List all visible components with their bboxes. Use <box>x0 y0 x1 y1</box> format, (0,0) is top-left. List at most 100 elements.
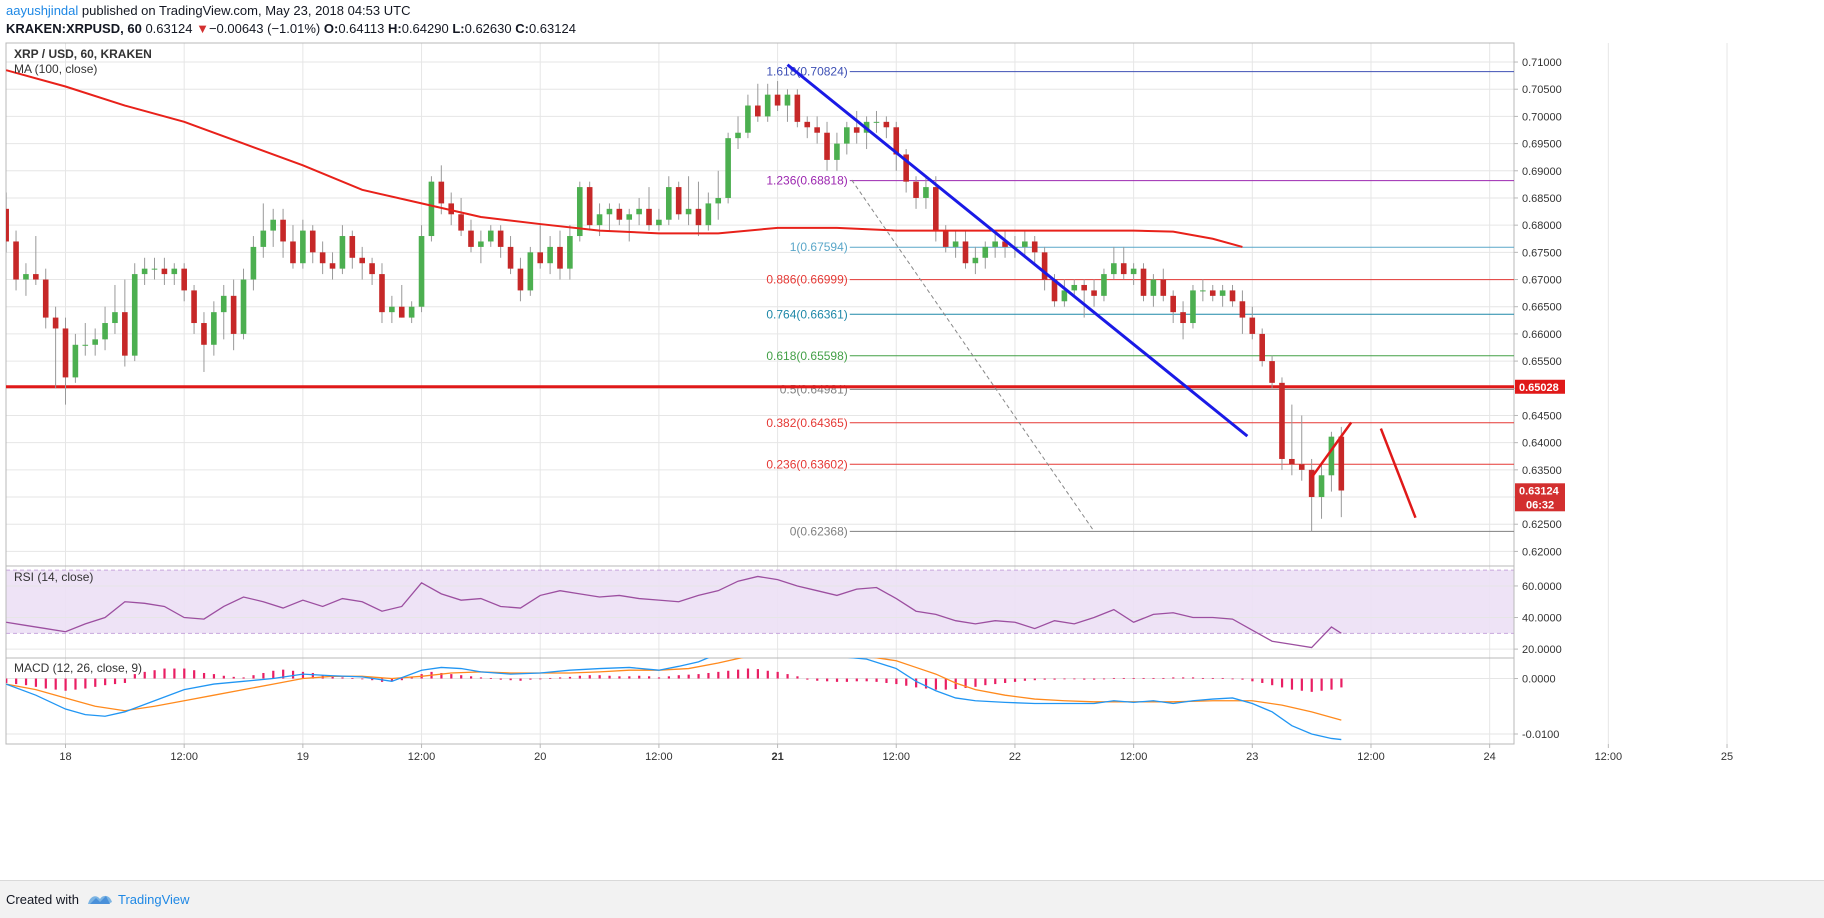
candle <box>1180 301 1186 340</box>
macd-histogram-bar <box>291 670 295 679</box>
price-tick-label: 0.68500 <box>1522 193 1562 205</box>
candle <box>458 197 464 237</box>
candle-body-up <box>844 127 850 144</box>
macd-histogram-bar <box>806 678 809 680</box>
support-price-label: 0.65028 <box>1519 382 1559 394</box>
candle <box>1091 279 1097 307</box>
macd-histogram-bar <box>1004 678 1007 683</box>
candle <box>339 225 346 275</box>
macd-histogram-bar <box>242 677 245 679</box>
fib-level-label: 0.886(0.66999) <box>766 273 847 287</box>
macd-histogram-bar <box>1063 678 1066 680</box>
candle-body-down <box>794 94 801 122</box>
macd-histogram-bar <box>1201 677 1205 679</box>
candle <box>853 110 860 144</box>
macd-histogram-bar <box>915 678 918 688</box>
macd-tick-label: -0.0100 <box>1522 729 1559 741</box>
macd-histogram-bar <box>1310 678 1313 692</box>
candle <box>665 176 672 226</box>
macd-histogram-bar <box>232 676 235 679</box>
price-tick-label: 0.62000 <box>1522 546 1562 558</box>
candle-body-up <box>141 268 148 275</box>
candle-body-up <box>735 132 741 139</box>
candle <box>656 208 662 231</box>
macd-histogram-bar <box>1033 678 1036 681</box>
candle-body-down <box>537 252 544 264</box>
macd-histogram-bar <box>1053 678 1056 680</box>
low-value: 0.62630 <box>464 21 512 36</box>
tradingview-brand-link[interactable]: TradingView <box>118 892 190 907</box>
macd-histogram-bar <box>865 678 868 682</box>
price-tick-label: 0.62500 <box>1522 519 1562 531</box>
candle <box>438 165 445 215</box>
candle <box>230 279 237 351</box>
macd-histogram-bar <box>1083 678 1086 680</box>
macd-histogram-bar <box>133 674 136 679</box>
candle <box>1219 284 1226 307</box>
macd-histogram-bar <box>786 674 789 679</box>
macd-histogram-bar <box>717 671 720 679</box>
macd-histogram-bar <box>796 676 799 679</box>
candle-body-down <box>1338 436 1345 491</box>
candle-body-down <box>853 127 860 133</box>
candle <box>1279 377 1285 470</box>
macd-histogram-bar <box>252 675 255 679</box>
macd-histogram-bar <box>1013 678 1017 682</box>
candle-body-up <box>725 138 731 198</box>
macd-histogram-bar <box>212 674 216 679</box>
candle-body-down <box>903 154 909 182</box>
candle-body-down <box>962 241 969 264</box>
macd-histogram-bar <box>499 678 502 680</box>
candle-body-down <box>1170 295 1176 313</box>
candle-body-up <box>527 252 534 291</box>
macd-histogram-bar <box>351 677 354 679</box>
candle-body-up <box>923 187 929 198</box>
candle-body-down <box>458 214 464 231</box>
candle <box>685 176 692 226</box>
candle-body-down <box>616 208 623 220</box>
candle <box>13 230 19 291</box>
macd-histogram-bar <box>905 678 908 686</box>
candle <box>883 116 890 139</box>
candle-body-down <box>675 187 682 215</box>
macd-histogram-bar <box>1241 678 1244 680</box>
macd-tick-label: 0.0000 <box>1522 674 1556 686</box>
candle <box>329 252 336 280</box>
candle-body-up <box>300 230 306 264</box>
candle <box>82 323 89 356</box>
candle-body-up <box>92 339 98 345</box>
macd-histogram-bar <box>835 678 839 682</box>
macd-histogram-bar <box>371 678 374 681</box>
candle <box>1308 458 1315 532</box>
symbol-label: KRAKEN:XRPUSD, 60 <box>6 21 142 36</box>
candle-body-down <box>1120 263 1127 275</box>
macd-histogram-bar <box>1172 677 1175 679</box>
candle-body-up <box>131 274 138 356</box>
macd-histogram-bar <box>1211 677 1214 679</box>
candle <box>923 176 929 209</box>
candle-body-down <box>122 312 128 356</box>
candle-body-down <box>933 187 939 231</box>
price-tick-label: 0.70500 <box>1522 84 1562 96</box>
candle-body-down <box>804 121 811 128</box>
chart-canvas[interactable]: 1.618(0.70824) 1.236(0.68818) 1(0.67594) 0.… <box>0 40 1824 880</box>
time-tick-label: 23 <box>1246 751 1258 763</box>
change-value: −0.00643 (−1.01%) <box>208 21 321 36</box>
macd-histogram-bar <box>746 668 750 679</box>
candle <box>1249 306 1256 340</box>
macd-histogram-bar <box>84 678 87 689</box>
candle-body-up <box>596 214 603 226</box>
author-link[interactable]: aayushjindal <box>6 3 79 18</box>
macd-histogram-bar <box>183 668 186 679</box>
candle-body-down <box>369 263 375 275</box>
candle <box>161 257 168 285</box>
fib-level-label: 0(0.62368) <box>790 524 848 538</box>
candle-body-down <box>1279 382 1285 459</box>
tradingview-logo-icon[interactable] <box>86 890 114 908</box>
macd-histogram-bar <box>1112 677 1116 679</box>
candle-body-up <box>715 197 722 204</box>
macd-histogram-bar <box>143 671 146 679</box>
candle-body-up <box>1318 475 1325 498</box>
publish-line: aayushjindal published on TradingView.co… <box>6 3 410 19</box>
macd-histogram-bar <box>1261 678 1264 683</box>
